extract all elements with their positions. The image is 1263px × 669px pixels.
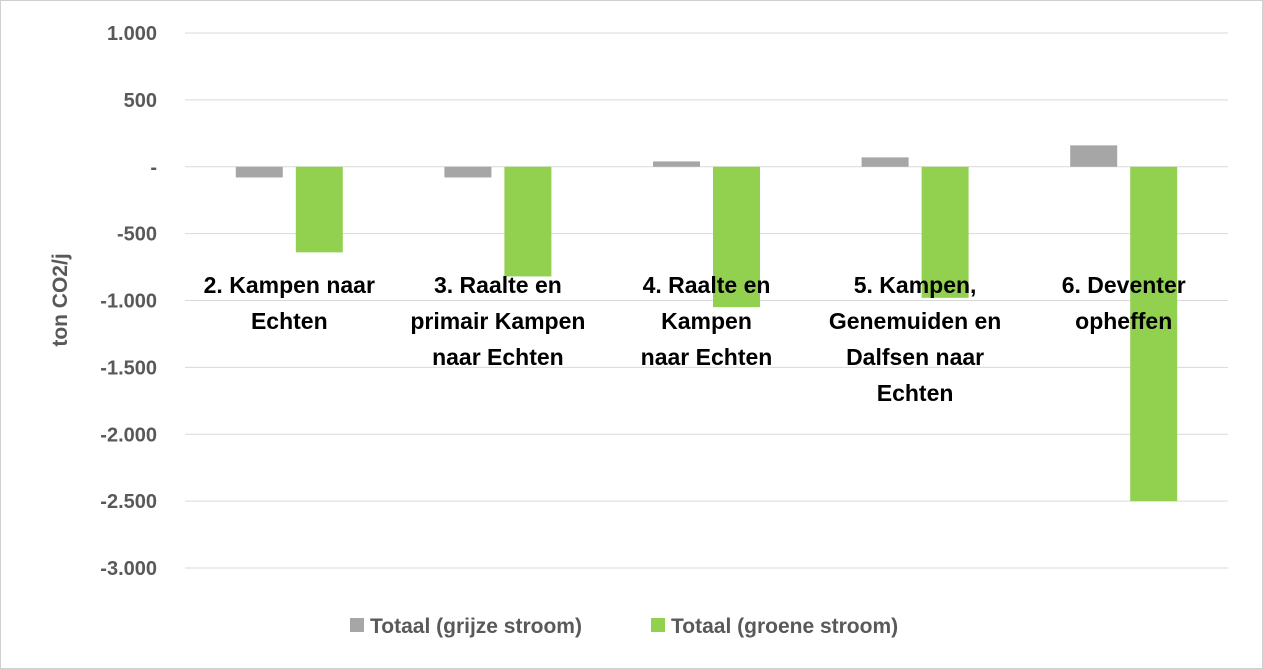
bar-series-1	[861, 157, 909, 167]
bar-series-2	[921, 166, 969, 298]
legend: Totaal (grijze stroom) Totaal (groene str…	[350, 615, 898, 638]
bar-series-1	[653, 161, 700, 167]
y-tick-label: -2.000	[100, 424, 157, 446]
y-tick-label: -1.000	[100, 291, 157, 313]
y-tick-label: 500	[124, 90, 157, 112]
legend-label: Totaal (groene stroom)	[671, 615, 898, 638]
y-tick-label: 1.000	[107, 23, 157, 45]
category-label: 2. Kampen naar Echten	[204, 272, 375, 334]
y-tick-label: -2.500	[100, 491, 157, 513]
y-tick-label: -	[150, 157, 157, 179]
bar-series-2	[504, 166, 552, 277]
y-axis-ticks: 1.000 500 - -500 -1.000 -1.500 -2.000 -2.500 -3.…	[100, 23, 157, 580]
legend-swatch	[350, 618, 364, 632]
bar-series-2	[295, 166, 343, 253]
category-label: 5. Kampen, Genemuiden en Dalfsen naar Echte…	[829, 272, 1002, 406]
category-labels: 2. Kampen naar Echten 3. Raalte en primair …	[204, 272, 1186, 406]
y-tick-label: -500	[117, 224, 157, 246]
legend-swatch	[651, 618, 665, 632]
category-label: 6. Deventer opheffen	[1062, 272, 1186, 334]
category-label: 4. Raalte en Kampen naar Echten	[641, 272, 773, 370]
gridlines	[185, 32, 1228, 569]
bar-series-2	[713, 166, 760, 308]
category-label: 3. Raalte en primair Kampen naar Echten	[410, 272, 585, 370]
y-tick-label: -1.500	[100, 357, 157, 379]
legend-label: Totaal (grijze stroom)	[370, 615, 582, 638]
bar-series-1	[235, 166, 283, 178]
y-tick-label: -3.000	[100, 558, 157, 580]
y-axis-label: ton CO2/j	[49, 253, 72, 346]
bar-series-2	[1130, 166, 1178, 502]
bar-series-1	[1070, 145, 1118, 167]
bars	[235, 145, 1178, 502]
bar-series-1	[444, 166, 492, 178]
